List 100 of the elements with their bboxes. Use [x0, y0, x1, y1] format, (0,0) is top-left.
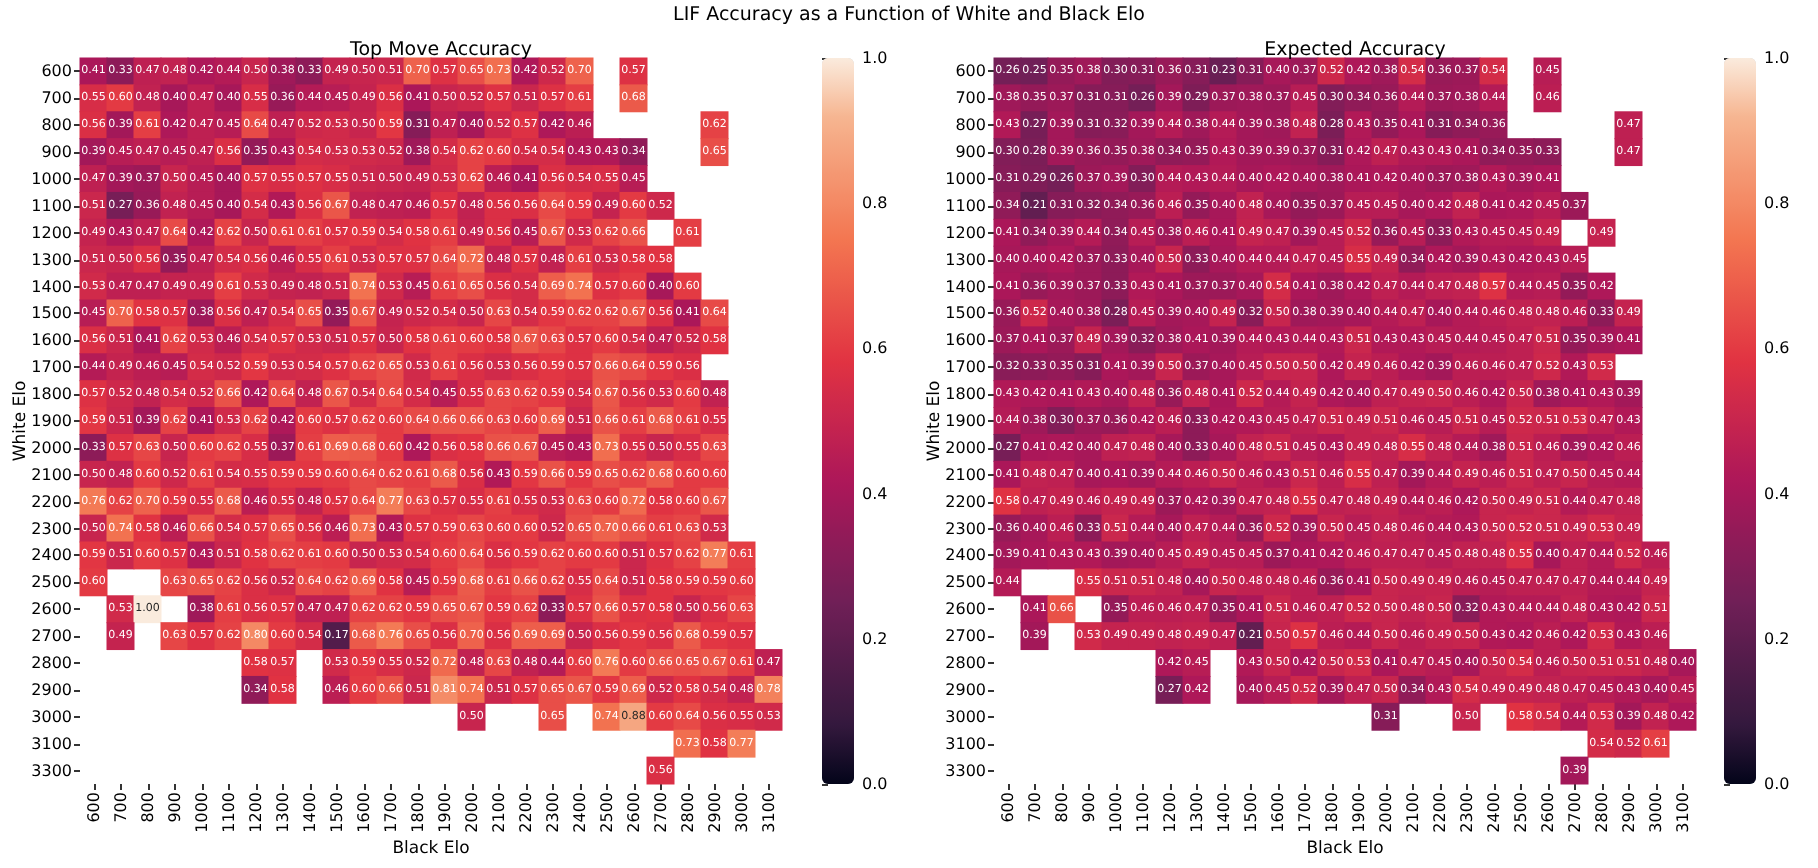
x-tick-label: 1600 — [354, 792, 373, 833]
chart-title: Expected Accuracy — [1264, 39, 1447, 61]
y-tick-label: 1300 — [31, 250, 72, 269]
x-tick-label: 3000 — [732, 792, 751, 833]
color-bar-label: 0.2 — [1764, 629, 1790, 648]
y-tick-label: 1900 — [945, 412, 986, 430]
y-tick-label: 1800 — [31, 385, 72, 404]
y-tick-label: 1700 — [31, 358, 72, 377]
y-tick-label: 1400 — [31, 277, 72, 296]
y-tick-label: 2500 — [945, 573, 986, 592]
x-tick-label: 3100 — [1673, 792, 1692, 833]
y-tick-label: 2200 — [31, 492, 72, 511]
y-tick-label: 2400 — [945, 546, 986, 565]
x-tick-label: 2400 — [570, 792, 589, 833]
x-tick-label: 3000 — [1646, 792, 1665, 833]
y-tick-label: 800 — [955, 116, 986, 135]
x-axis-title: Black Elo — [392, 839, 470, 859]
color-bar-label: 1.0 — [1764, 49, 1790, 67]
x-tick-label: 2300 — [543, 792, 562, 833]
y-tick-label: 1500 — [945, 304, 986, 323]
x-tick-label: 1200 — [1160, 792, 1179, 833]
y-tick-label: 3300 — [945, 761, 986, 780]
x-tick-label: 2600 — [1538, 792, 1557, 833]
y-axis-title: White Elo — [925, 380, 945, 462]
color-bar-label: 0.0 — [1764, 775, 1790, 793]
text: LIF Accuracy as a Function of White and Black Elo — [671, 2, 1147, 30]
x-tick-label: 1400 — [300, 792, 319, 833]
y-tick-label: 1000 — [945, 170, 986, 188]
y-tick-label: 1500 — [31, 304, 72, 323]
x-tick-label: 1400 — [1214, 792, 1233, 833]
x-tick-label: 600 — [84, 792, 103, 823]
x-tick-label: 2200 — [1430, 792, 1449, 833]
y-tick-label: 1200 — [31, 223, 72, 242]
x-tick-label: 2800 — [678, 792, 697, 833]
x-tick-label: 800 — [138, 792, 157, 823]
y-tick-label: 600 — [955, 62, 986, 81]
x-tick-label: 2500 — [1511, 792, 1530, 833]
color-bar-label: 0.8 — [862, 194, 888, 213]
x-tick-label: 700 — [111, 792, 130, 823]
x-tick-label: 1300 — [273, 792, 292, 833]
x-tick-label: 900 — [1079, 792, 1098, 823]
y-tick-label: 600 — [41, 62, 72, 81]
y-tick-label: 2800 — [31, 654, 72, 672]
x-tick-label: 1100 — [219, 792, 238, 833]
y-tick-label: 2700 — [31, 627, 72, 646]
y-tick-label: 2900 — [945, 680, 986, 699]
x-tick-label: 2600 — [624, 792, 643, 833]
y-tick-label: 2700 — [945, 627, 986, 646]
y-tick-label: 1200 — [945, 223, 986, 242]
y-tick-label: 2000 — [31, 438, 72, 457]
x-tick-label: 2900 — [705, 792, 724, 833]
x-tick-label: 2000 — [1376, 792, 1395, 833]
x-tick-label: 1500 — [1241, 792, 1260, 833]
y-tick-label: 1900 — [31, 412, 72, 430]
x-tick-label: 700 — [1025, 792, 1044, 823]
x-tick-label: 900 — [165, 792, 184, 823]
x-tick-label: 1000 — [192, 792, 211, 833]
y-tick-label: 2300 — [31, 519, 72, 538]
x-tick-label: 1500 — [327, 792, 346, 833]
x-tick-label: 1800 — [1322, 792, 1341, 833]
y-tick-label: 2600 — [31, 600, 72, 619]
y-tick-label: 900 — [955, 143, 986, 162]
x-tick-label: 2400 — [1484, 792, 1503, 833]
y-tick-label: 2400 — [31, 546, 72, 565]
x-tick-label: 2300 — [1457, 792, 1476, 833]
x-tick-label: 800 — [1052, 792, 1071, 823]
y-tick-label: 2200 — [945, 492, 986, 511]
y-tick-label: 3300 — [31, 761, 72, 780]
color-bar-label: 0.2 — [862, 629, 888, 648]
x-tick-label: 1700 — [381, 792, 400, 833]
y-tick-label: 2500 — [31, 573, 72, 592]
y-tick-label: 2800 — [945, 654, 986, 672]
x-tick-label: 2200 — [516, 792, 535, 833]
y-tick-label: 3100 — [945, 734, 986, 753]
x-tick-label: 3100 — [759, 792, 778, 833]
x-tick-label: 1700 — [1295, 792, 1314, 833]
x-tick-label: 600 — [998, 792, 1017, 823]
color-bar-label: 0.4 — [862, 484, 888, 503]
color-bar-label: 0.8 — [1764, 194, 1790, 213]
x-tick-label: 2100 — [489, 792, 508, 833]
color-bar-label: 0.4 — [1764, 484, 1790, 503]
y-tick-label: 700 — [41, 89, 72, 108]
y-tick-label: 3000 — [945, 707, 986, 726]
color-bar-label: 0.6 — [1764, 339, 1790, 358]
y-tick-label: 1100 — [31, 196, 72, 215]
y-tick-label: 2900 — [31, 680, 72, 699]
y-tick-label: 1000 — [31, 170, 72, 188]
x-tick-label: 1900 — [1349, 792, 1368, 833]
x-tick-label: 1300 — [1187, 792, 1206, 833]
chart-title: Top Move Accuracy — [348, 39, 533, 61]
x-tick-label: 1600 — [1268, 792, 1287, 833]
y-tick-label: 2000 — [945, 438, 986, 457]
x-axis-title: Black Elo — [1306, 839, 1384, 859]
x-tick-label: 2700 — [651, 792, 670, 833]
y-tick-label: 2100 — [31, 465, 72, 484]
x-tick-label: 1200 — [246, 792, 265, 833]
y-tick-label: 1100 — [945, 196, 986, 215]
y-tick-label: 2600 — [945, 600, 986, 619]
x-tick-label: 2900 — [1619, 792, 1638, 833]
y-tick-label: 900 — [41, 143, 72, 162]
